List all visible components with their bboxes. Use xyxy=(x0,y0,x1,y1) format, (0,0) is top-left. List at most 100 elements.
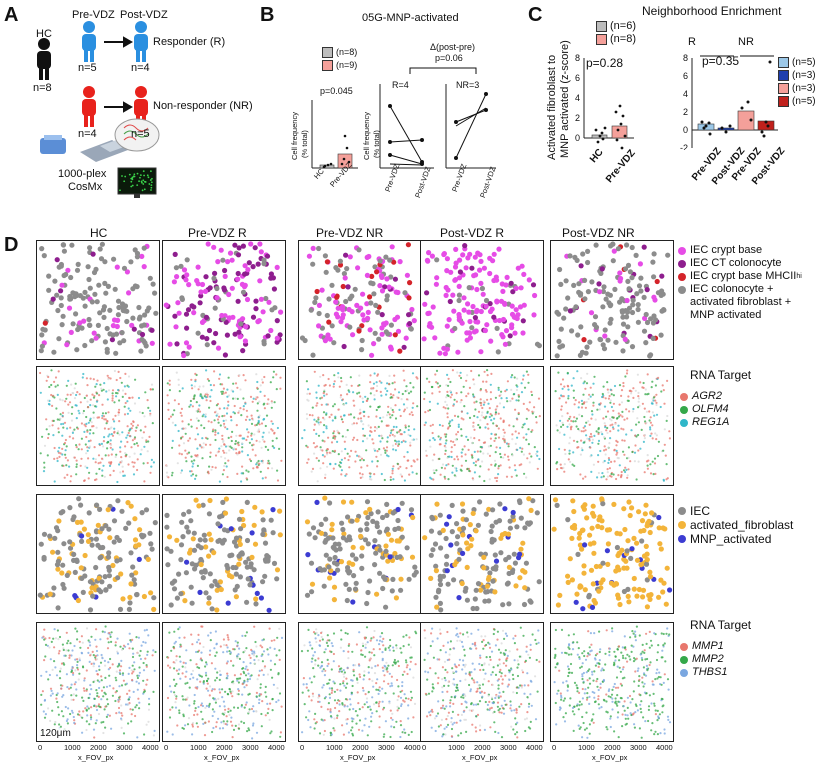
x-tick-label: 2000 xyxy=(352,743,369,752)
legend-swatch xyxy=(778,96,789,107)
panel-c-legend-right: (n=5) (n=3) (n=3) (n=5) xyxy=(778,56,816,108)
platform-cosmx-label: CosMx xyxy=(68,181,103,193)
panel-a-schematic xyxy=(37,21,160,198)
x-tick-label: 3000 xyxy=(378,743,395,752)
legend-dot xyxy=(680,405,688,414)
column-title-pre-nr: Pre-VDZ NR xyxy=(316,226,384,240)
x-tick-label: 2000 xyxy=(216,743,233,752)
c-left-ytick: 0 xyxy=(575,133,580,143)
panel-b-legend: (n=8) (n=9) xyxy=(322,46,357,72)
x-tick-label: 1000 xyxy=(578,743,595,752)
arrow-icon xyxy=(104,36,134,113)
legend-label: (n=3) xyxy=(792,83,816,94)
x-axis-label: x_FOV_px xyxy=(78,753,114,762)
responder-label: Responder (R) xyxy=(153,36,226,48)
legend-dot xyxy=(678,246,686,255)
legend-dot xyxy=(680,668,688,677)
panel-b-title: 05G-MNP-activated xyxy=(362,12,459,24)
c-right-ytick: 4 xyxy=(683,89,688,99)
x-tick-label: 4000 xyxy=(656,743,673,752)
column-title-hc: HC xyxy=(90,226,108,240)
column-title-post-nr: Post-VDZ NR xyxy=(562,226,635,240)
panel-b-delta-pvalue: p=0.06 xyxy=(435,53,463,63)
x-tick-label: 0 xyxy=(38,743,43,752)
panel-b-r-label: R=4 xyxy=(392,80,409,90)
spatial-tile xyxy=(298,622,422,742)
x-axis-label: x_FOV_px xyxy=(592,753,628,762)
spatial-tile xyxy=(162,622,286,742)
panel-c-x-pre: Pre-VDZ xyxy=(604,147,638,186)
x-tick-label: 4000 xyxy=(268,743,285,752)
c-bar-pre xyxy=(611,125,628,139)
panel-d-letter: D xyxy=(4,234,19,256)
spatial-tile xyxy=(420,366,544,486)
x-tick-label: 0 xyxy=(164,743,169,752)
panel-c-nr-label: NR xyxy=(738,36,754,48)
legend-label: (n=3) xyxy=(792,70,816,81)
column-title-pre-r: Pre-VDZ R xyxy=(188,226,247,240)
legend-hc-swatch xyxy=(322,47,333,58)
c-right-ytick: 0 xyxy=(683,125,688,135)
legend-dot xyxy=(678,272,686,281)
cosmx-instrument-icon xyxy=(40,118,160,162)
legend-label: (n=8) xyxy=(336,47,358,57)
hc-label: HC xyxy=(36,28,52,40)
scale-bar-label: 120μm xyxy=(40,728,71,739)
spatial-tile xyxy=(162,494,286,614)
panel-a-letter: A xyxy=(4,4,19,26)
x-tick-label: 2000 xyxy=(90,743,107,752)
x-tick-label: 4000 xyxy=(404,743,421,752)
legend-label: MMP1 xyxy=(692,640,724,652)
c-right-ytick: 6 xyxy=(683,71,688,81)
legend-swatch xyxy=(778,83,789,94)
c-right-ytick: 8 xyxy=(683,53,688,63)
legend-swatch xyxy=(596,34,607,45)
bar-points xyxy=(322,134,351,169)
legend-label: AGR2 xyxy=(692,390,722,402)
x-tick-label: 3000 xyxy=(116,743,133,752)
r-paired-lines xyxy=(388,104,424,166)
pre-responder-person-icon xyxy=(82,21,96,62)
panel-c-legend-left: (n=6) (n=8) xyxy=(596,20,636,46)
panel-c-r-label: R xyxy=(688,36,696,48)
c-left-ytick: 8 xyxy=(575,53,580,63)
spatial-tile xyxy=(36,622,160,742)
panel-c-plots: 0 2 4 6 8 -2 0 2 4 6 8 xyxy=(575,53,778,150)
legend-swatch xyxy=(596,21,607,32)
nonresponder-label: Non-responder (NR) xyxy=(153,100,253,112)
legend-dot xyxy=(678,521,686,529)
spatial-tile xyxy=(420,622,544,742)
legend-dot xyxy=(680,655,688,664)
pre-nonresponder-person-icon xyxy=(82,86,96,127)
x-tick-label: 0 xyxy=(422,743,427,752)
panel-b-pvalue: p=0.045 xyxy=(320,86,353,96)
legend-cell-types: IEC crypt base IEC CT colonocyte IEC cry… xyxy=(678,244,802,322)
x-tick-label: 1000 xyxy=(64,743,81,752)
legend-dot xyxy=(680,392,688,401)
legend-label: OLFM4 xyxy=(692,403,729,415)
post-nr-n-label: n=5 xyxy=(131,128,150,140)
legend-rna-1: AGR2 OLFM4 REG1A xyxy=(680,390,729,429)
legend-dot xyxy=(678,285,686,294)
panel-b-letter: B xyxy=(260,4,275,26)
x-tick-label: 1000 xyxy=(326,743,343,752)
legend-dot xyxy=(678,535,686,543)
x-tick-label: 0 xyxy=(300,743,305,752)
spatial-tile xyxy=(550,494,674,614)
panel-c-ylabel-1: Activated fibroblast to xyxy=(546,54,558,160)
pre-vdz-label: Pre-VDZ xyxy=(72,9,115,21)
x-axis-label: x_FOV_px xyxy=(204,753,240,762)
c-bar-nr-pre xyxy=(737,110,755,131)
rna-target-title-2: RNA Target xyxy=(690,618,752,632)
x-tick-label: 3000 xyxy=(630,743,647,752)
panel-c-title: Neighborhood Enrichment xyxy=(642,4,782,18)
nr-paired-lines xyxy=(454,92,488,160)
panel-b-plots xyxy=(311,67,496,169)
x-tick-label: 4000 xyxy=(142,743,159,752)
legend-label: MNP activated xyxy=(690,309,762,321)
legend-label: IEC xyxy=(690,504,711,518)
spatial-tile xyxy=(298,366,422,486)
x-tick-label: 2000 xyxy=(474,743,491,752)
legend-swatch xyxy=(778,57,789,68)
c-left-ytick: 4 xyxy=(575,93,580,103)
